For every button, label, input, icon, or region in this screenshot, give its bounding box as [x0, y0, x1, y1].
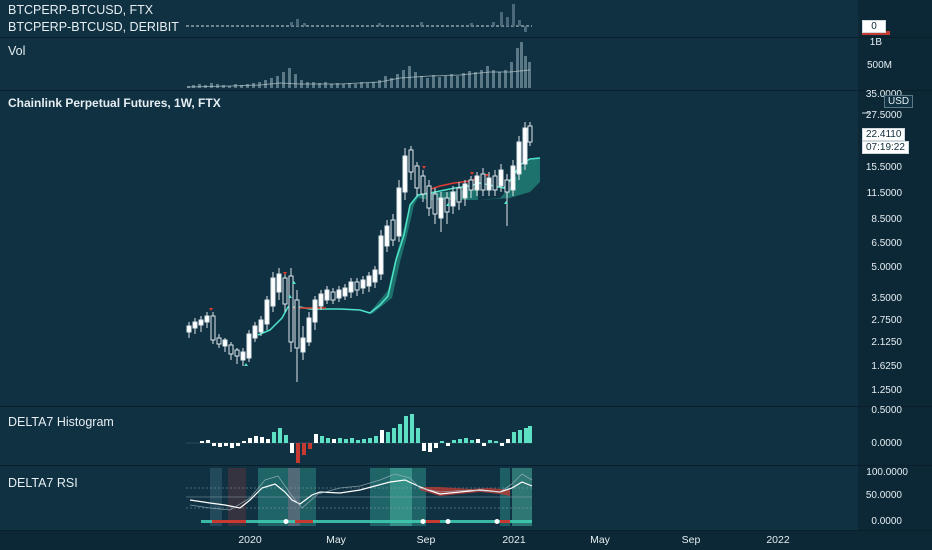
rsi-pane[interactable]	[0, 466, 858, 530]
buy-marker-icon	[288, 295, 292, 298]
pane-divider[interactable]	[0, 465, 932, 466]
pane-divider	[0, 530, 932, 531]
last-price-label: 22.4110	[862, 128, 906, 141]
time-tick: Sep	[681, 534, 701, 546]
pane-divider[interactable]	[0, 90, 932, 91]
price-candles	[186, 122, 533, 382]
buy-marker-icon	[446, 203, 450, 206]
pane-divider[interactable]	[0, 406, 932, 407]
price-tick: 5.0000	[871, 262, 902, 273]
hist-tick: 0.0000	[871, 438, 902, 449]
axis-markers	[862, 31, 890, 114]
rsi-tick: 50.0000	[865, 490, 902, 501]
histogram-pane[interactable]	[0, 407, 858, 465]
rsi-label[interactable]: DELTA7 RSI	[8, 476, 78, 490]
symbol-title[interactable]: Chainlink Perpetual Futures, 1W, FTX	[8, 96, 221, 110]
hist-tick: 0.5000	[871, 405, 902, 416]
buy-marker-icon	[292, 281, 296, 284]
price-tick: 3.5000	[871, 293, 902, 304]
time-tick: 2020	[238, 534, 262, 546]
sell-marker-icon	[470, 172, 474, 175]
signal-markers	[209, 166, 508, 366]
price-tick: 15.5000	[865, 162, 902, 173]
rsi-tick: 0.0000	[871, 516, 902, 527]
price-tick: 8.5000	[871, 214, 902, 225]
volume-label[interactable]: Vol	[8, 44, 26, 58]
histogram-label[interactable]: DELTA7 Histogram	[8, 415, 114, 429]
price-tick: 2.1250	[871, 337, 902, 348]
time-tick: Sep	[416, 534, 436, 546]
sell-marker-icon	[283, 272, 287, 275]
buy-marker-icon	[504, 201, 508, 204]
sell-marker-icon	[485, 174, 489, 177]
price-tick: 2.7500	[871, 315, 902, 326]
compare-pane[interactable]	[0, 0, 858, 37]
price-tick: 35.0000	[866, 89, 902, 100]
time-tick: May	[326, 534, 346, 546]
compare-label-deribit[interactable]: BTCPERP-BTCUSD, DERIBIT	[8, 20, 179, 34]
rsi-indicator	[186, 468, 533, 526]
price-tick: 6.5000	[871, 238, 902, 249]
time-tick: May	[590, 534, 610, 546]
bar-countdown: 07:19:22	[862, 141, 909, 154]
sell-marker-icon	[422, 166, 426, 169]
delta-histogram	[186, 414, 532, 463]
time-tick: 2022	[766, 534, 790, 546]
price-tick: 1.6250	[871, 361, 902, 372]
volume-bars	[186, 42, 531, 88]
price-tick: 11.5000	[866, 188, 902, 199]
vol-tick: 500M	[866, 60, 892, 71]
price-tick: 27.5000	[865, 110, 902, 121]
time-tick: 2021	[502, 534, 526, 546]
pane-divider[interactable]	[0, 37, 932, 38]
compare-label-ftx[interactable]: BTCPERP-BTCUSD, FTX	[8, 3, 154, 17]
sell-marker-icon	[209, 308, 213, 311]
compare-value-badge: 0	[862, 20, 886, 33]
compare-series	[186, 4, 532, 32]
rsi-tick: 100.0000	[866, 467, 908, 478]
currency-label[interactable]: USD	[884, 95, 914, 108]
buy-marker-icon	[244, 363, 248, 366]
vol-tick: 1B	[869, 37, 882, 48]
time-axis[interactable]	[0, 530, 932, 550]
price-tick: 1.2500	[871, 385, 902, 396]
price-pane[interactable]	[0, 91, 858, 406]
price-axis[interactable]	[858, 0, 932, 530]
